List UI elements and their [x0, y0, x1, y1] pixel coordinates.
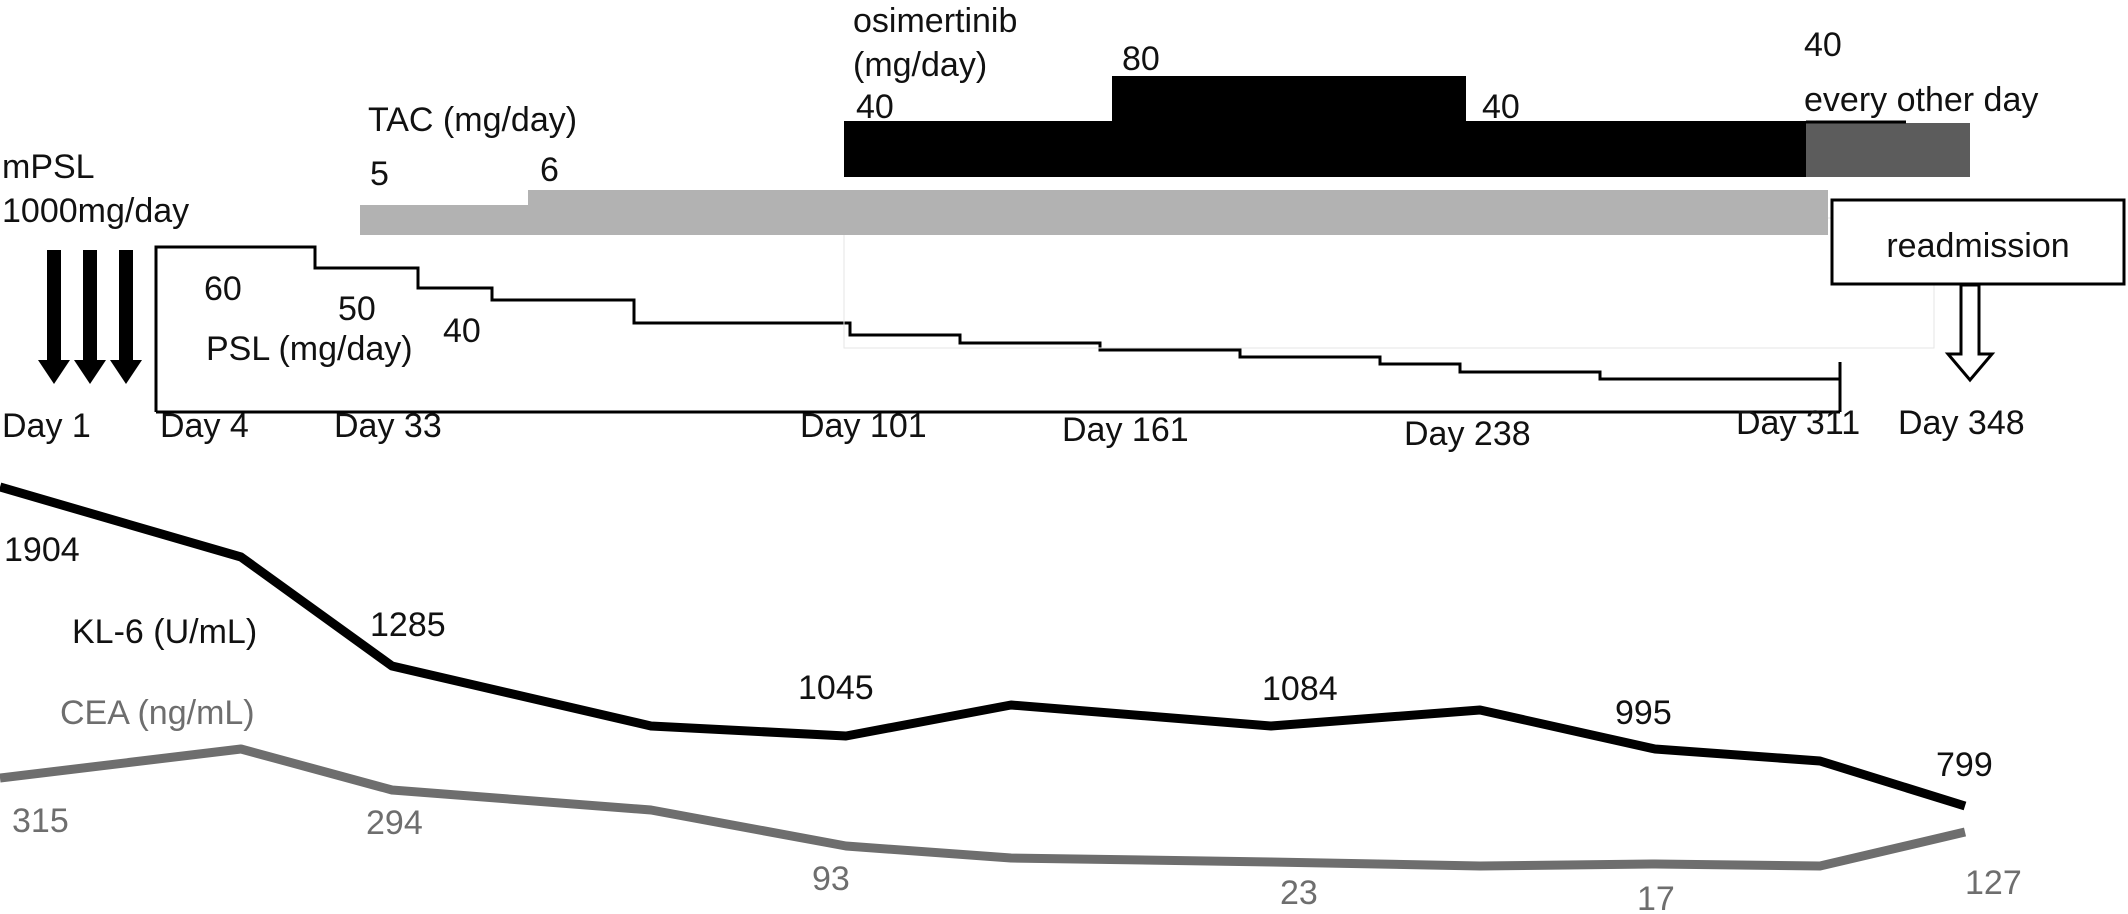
tac-bar-5	[360, 205, 530, 235]
cea-value-label: 315	[12, 802, 69, 840]
day-label: Day 311	[1736, 404, 1860, 442]
kl6-value-label: 1285	[370, 606, 446, 644]
cea-value-labels: 315 294 93 23 17 127	[12, 802, 2022, 914]
kl6-value-label: 995	[1615, 694, 1672, 732]
kl6-value-label: 799	[1936, 746, 1993, 784]
day-label: Day 101	[800, 407, 927, 445]
osimertinib-dose-40: 40	[856, 88, 894, 126]
osimertinib-dose-40-third: 40	[1804, 26, 1842, 64]
tac-dose-5: 5	[370, 155, 389, 193]
tac-dose-6: 6	[540, 151, 559, 189]
mpsl-arrow-head-3	[110, 360, 142, 384]
readmission-arrow	[1944, 283, 1996, 383]
cea-value-label: 93	[812, 860, 850, 898]
psl-dose-40: 40	[443, 312, 481, 350]
cea-series-name: CEA (ng/mL)	[60, 694, 255, 732]
kl6-value-label: 1084	[1262, 670, 1338, 708]
mpsl-arrows	[38, 250, 142, 384]
osimertinib-dose-80: 80	[1122, 40, 1160, 78]
osimertinib-bar-40-second	[1466, 121, 1806, 177]
cea-value-label: 294	[366, 804, 423, 842]
day-label: Day 4	[160, 407, 249, 445]
osimertinib-dose-40-second: 40	[1482, 88, 1520, 126]
day-label: Day 33	[334, 407, 442, 445]
kl6-value-label: 1045	[798, 669, 874, 707]
osimertinib-label-line1: osimertinib	[853, 2, 1017, 40]
day-label: Day 1	[2, 407, 91, 445]
tac-label: TAC (mg/day)	[368, 101, 577, 139]
cea-value-label: 127	[1965, 864, 2022, 902]
cea-value-label: 17	[1637, 880, 1675, 914]
cea-series-line	[0, 744, 1967, 871]
faint-frame	[843, 217, 1935, 349]
kl6-value-label: 1904	[4, 531, 80, 569]
mpsl-arrow-shaft-2	[83, 250, 97, 362]
cea-value-label: 23	[1280, 874, 1318, 912]
mpsl-arrow-head-2	[74, 360, 106, 384]
mpsl-arrow-head-1	[38, 360, 70, 384]
osimertinib-label-line2: (mg/day)	[853, 46, 987, 84]
kl6-series-name: KL-6 (U/mL)	[72, 613, 257, 651]
kl6-value-labels: 1904 1285 1045 1084 995 799	[4, 531, 1993, 784]
osimertinib-bar-every-other-day	[1806, 123, 1970, 177]
psl-label: PSL (mg/day)	[206, 330, 413, 368]
day-label: Day 161	[1062, 411, 1189, 449]
mpsl-label-line2: 1000mg/day	[2, 192, 189, 230]
osimertinib-every-other-day: every other day	[1804, 81, 2038, 119]
kl6-series-line	[0, 482, 1967, 811]
day-label: Day 348	[1898, 404, 2025, 442]
day-labels: Day 1 Day 4 Day 33 Day 101 Day 161 Day 238 Day…	[2, 404, 2025, 453]
psl-taper-outline	[154, 245, 1842, 412]
psl-dose-50: 50	[338, 290, 376, 328]
mpsl-label-line1: mPSL	[2, 148, 95, 186]
osimertinib-bar-40	[844, 121, 1112, 177]
osimertinib-bar-80	[1112, 76, 1466, 177]
day-label: Day 238	[1404, 415, 1531, 453]
tac-bar-6	[528, 190, 1828, 235]
readmission-box	[1830, 198, 2126, 286]
readmission-label: readmission	[1886, 227, 2069, 265]
psl-dose-60: 60	[204, 270, 242, 308]
mpsl-arrow-shaft-1	[47, 250, 61, 362]
mpsl-arrow-shaft-3	[119, 250, 133, 362]
